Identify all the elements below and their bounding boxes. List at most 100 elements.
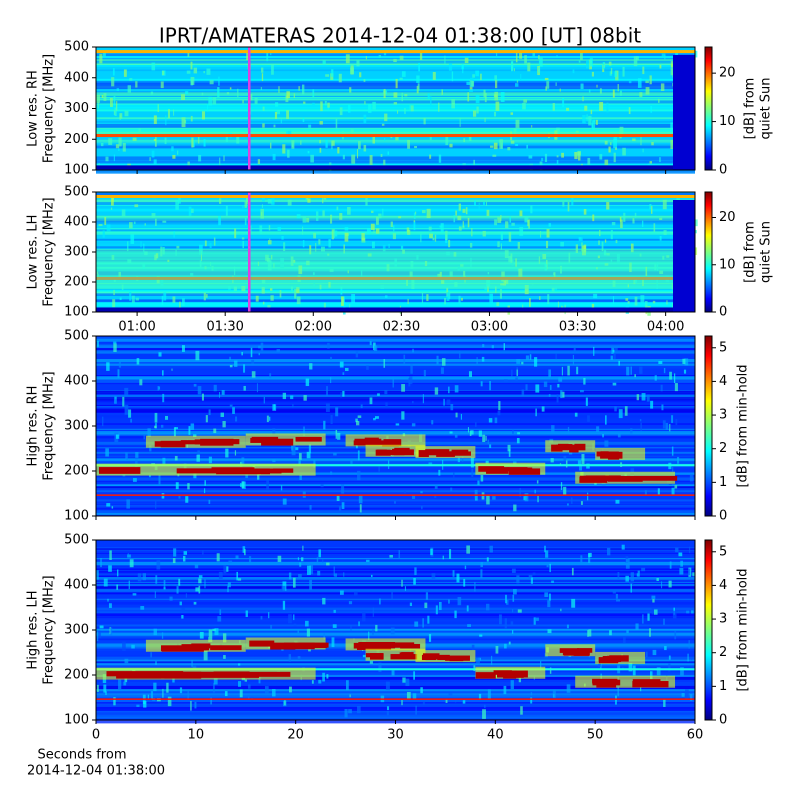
- image-speck: [639, 418, 642, 422]
- image-speck: [122, 142, 126, 152]
- y-tick-label: 400: [64, 578, 89, 593]
- image-band: [96, 578, 695, 583]
- image-speck: [161, 295, 164, 305]
- x-tick-label: 03:30: [559, 320, 596, 335]
- image-speck: [309, 579, 312, 590]
- image-speck: [604, 440, 609, 447]
- image-speck: [135, 81, 138, 88]
- image-speck: [350, 624, 352, 632]
- image-speck: [582, 115, 586, 124]
- image-speck: [191, 659, 193, 667]
- image-band: [96, 192, 695, 196]
- image-speck: [297, 629, 300, 634]
- image-speck: [108, 565, 112, 572]
- image-speck: [529, 298, 531, 307]
- image-blob: [633, 475, 678, 481]
- image-band: [96, 707, 695, 711]
- image-speck: [591, 71, 595, 77]
- image-speck: [423, 369, 426, 377]
- image-speck: [650, 105, 653, 113]
- image-blob: [574, 443, 586, 451]
- image-speck: [652, 300, 656, 304]
- image-speck: [651, 205, 653, 214]
- image-speck: [218, 76, 220, 86]
- image-speck: [551, 580, 554, 584]
- image-speck: [366, 559, 370, 562]
- image-speck: [454, 699, 457, 703]
- image-speck: [661, 53, 666, 57]
- image-speck: [119, 297, 122, 301]
- image-speck: [474, 200, 476, 206]
- image-speck: [241, 237, 245, 240]
- image-speck: [206, 68, 211, 75]
- image-speck: [472, 110, 477, 117]
- image-speck: [645, 87, 650, 95]
- image-speck: [495, 101, 500, 111]
- image-speck: [335, 407, 339, 417]
- image-speck: [586, 60, 590, 69]
- image-speck: [144, 223, 146, 226]
- image-speck: [298, 574, 302, 579]
- image-speck: [169, 596, 173, 601]
- image-speck: [587, 492, 589, 501]
- image-speck: [536, 480, 539, 484]
- image-band: [96, 307, 695, 312]
- image-speck: [302, 240, 305, 248]
- image-blob: [382, 440, 399, 447]
- image-speck: [391, 670, 395, 676]
- image-speck: [454, 434, 458, 438]
- image-speck: [480, 569, 483, 578]
- image-speck: [260, 615, 263, 620]
- image-speck: [405, 678, 410, 687]
- image-speck: [372, 629, 374, 635]
- image-speck: [181, 117, 186, 128]
- image-speck: [348, 105, 351, 113]
- image-speck: [681, 693, 685, 697]
- image-speck: [162, 370, 164, 376]
- image-speck: [336, 206, 339, 211]
- image-band: [96, 163, 695, 167]
- image-speck: [525, 355, 530, 360]
- image-speck: [674, 485, 678, 489]
- image-speck: [639, 92, 643, 97]
- image-speck: [96, 684, 99, 693]
- image-speck: [262, 106, 265, 111]
- image-speck: [242, 204, 244, 209]
- y-axis-label: Frequency [MHz]: [42, 575, 57, 684]
- image-speck: [471, 227, 473, 237]
- image-band: [96, 124, 695, 128]
- image-speck: [134, 204, 139, 208]
- image-speck: [173, 109, 175, 116]
- image-speck: [448, 63, 453, 71]
- image-speck: [162, 688, 164, 698]
- image-speck: [130, 234, 135, 244]
- image-speck: [227, 582, 231, 588]
- image-speck: [298, 453, 302, 460]
- time-marker: [248, 192, 251, 312]
- image-speck: [519, 487, 521, 498]
- image-speck: [619, 90, 622, 96]
- image-speck: [213, 678, 218, 685]
- image-speck: [423, 117, 426, 125]
- image-speck: [507, 147, 511, 151]
- image-speck: [579, 465, 583, 471]
- image-speck: [347, 206, 351, 215]
- image-blob: [632, 681, 669, 688]
- image-speck: [445, 136, 449, 146]
- image-speck: [625, 558, 630, 569]
- image-speck: [270, 142, 272, 149]
- colorbar-label: quiet Sun: [759, 221, 774, 283]
- image-speck: [150, 91, 154, 95]
- x-tick-label: 01:00: [118, 320, 155, 335]
- image-speck: [342, 154, 345, 160]
- image-blob: [569, 445, 579, 453]
- image-speck: [489, 293, 493, 303]
- image-blob: [200, 438, 234, 446]
- image-speck: [494, 75, 498, 81]
- image-speck: [629, 581, 634, 586]
- image-speck: [521, 389, 525, 396]
- image-speck: [454, 610, 457, 619]
- image-speck: [213, 237, 216, 246]
- colorbar-tick-label: 2: [719, 645, 727, 660]
- image-speck: [430, 96, 432, 106]
